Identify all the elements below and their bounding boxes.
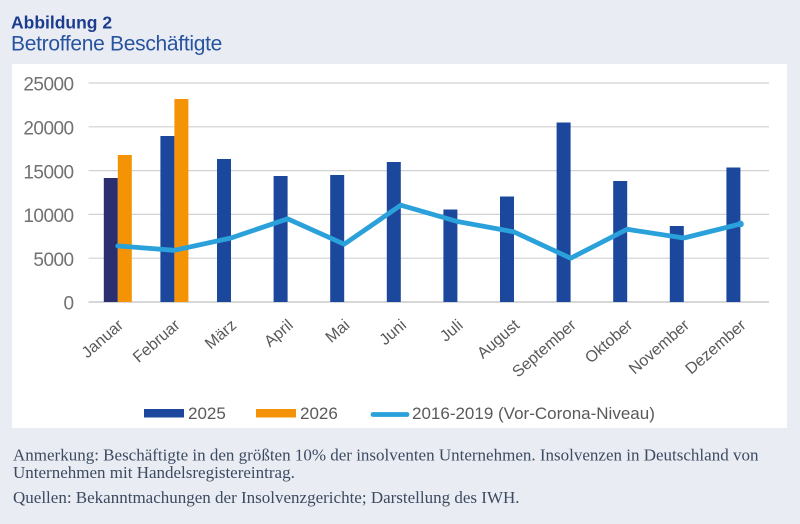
svg-text:15000: 15000: [23, 162, 73, 183]
svg-text:25000: 25000: [23, 75, 73, 96]
svg-text:Unternehmen mit Handelsregiste: Unternehmen mit Handelsregistereintrag.: [13, 463, 295, 482]
svg-text:Anmerkung: Beschäftigte in den: Anmerkung: Beschäftigte in den größten 1…: [13, 446, 759, 465]
svg-text:5000: 5000: [33, 250, 73, 271]
svg-text:2025: 2025: [188, 404, 226, 423]
svg-text:0: 0: [63, 294, 73, 315]
svg-text:2026: 2026: [300, 404, 338, 423]
svg-text:Quellen: Bekanntmachungen der: Quellen: Bekanntmachungen der Insolvenzg…: [13, 488, 520, 507]
svg-text:Abbildung 2: Abbildung 2: [11, 13, 112, 33]
svg-text:20000: 20000: [23, 119, 73, 140]
svg-text:Betroffene Beschäftigte: Betroffene Beschäftigte: [11, 33, 222, 56]
svg-text:10000: 10000: [23, 206, 73, 227]
svg-text:2016-2019 (Vor-Corona-Niveau): 2016-2019 (Vor-Corona-Niveau): [412, 404, 655, 423]
